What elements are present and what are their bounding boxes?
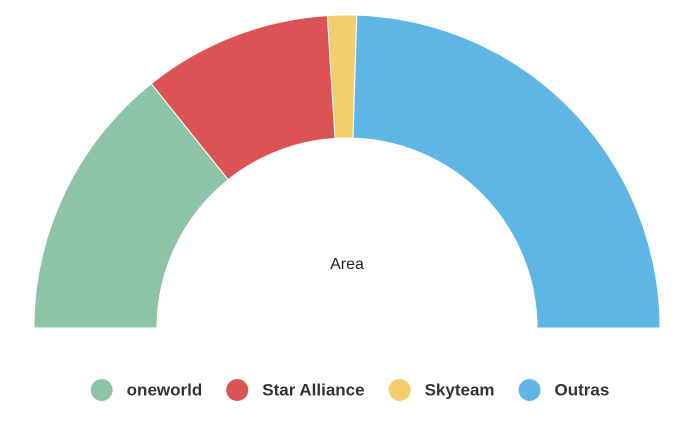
slice xyxy=(33,83,229,329)
slice xyxy=(352,14,661,329)
legend-label: Star Alliance xyxy=(262,380,364,399)
legend-label: Outras xyxy=(555,380,610,399)
legend-marker xyxy=(518,379,541,401)
legend-label: oneworld xyxy=(127,380,203,399)
chart-title: Area xyxy=(330,256,364,273)
legend-label: Skyteam xyxy=(425,380,495,399)
legend-marker xyxy=(226,379,249,401)
legend-marker xyxy=(90,379,113,401)
legend-marker xyxy=(388,379,411,401)
